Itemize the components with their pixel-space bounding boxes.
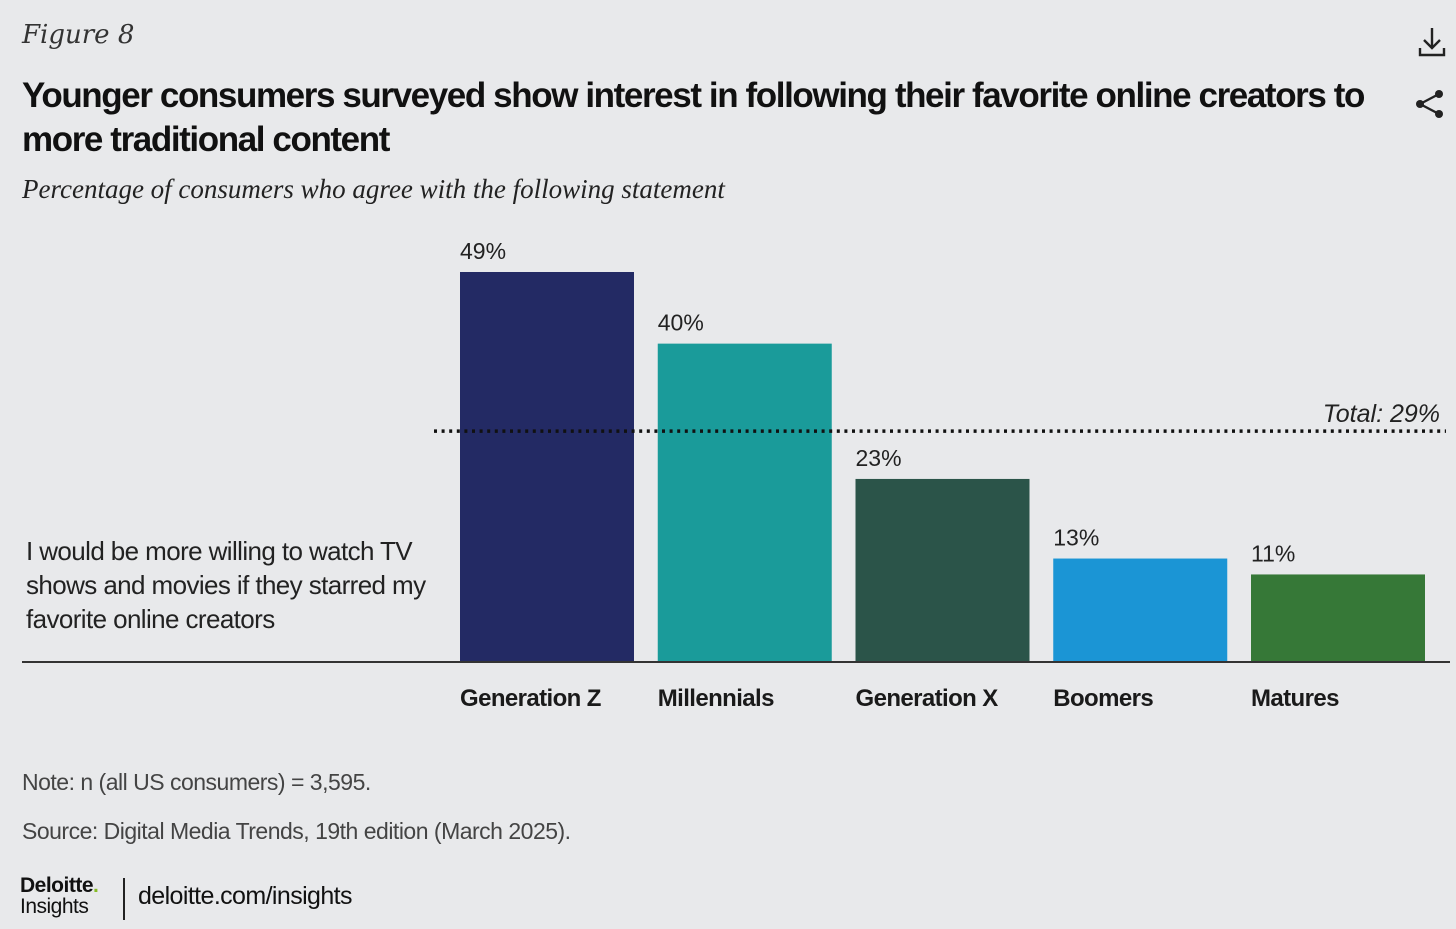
bars-layer	[460, 272, 1425, 662]
category-label: Generation X	[856, 685, 999, 712]
value-label: 23%	[856, 445, 902, 471]
category-label: Boomers	[1053, 685, 1153, 712]
category-label: Generation Z	[460, 685, 601, 712]
brand-divider	[123, 878, 125, 920]
brand-logo: Deloitte. Insights	[20, 874, 99, 918]
statement-text: I would be more willing to watch TV show…	[26, 536, 426, 634]
total-reference-label: Total: 29%	[1323, 400, 1440, 428]
chart-subtitle: Percentage of consumers who agree with t…	[22, 174, 725, 204]
brand-sub: Insights	[20, 895, 89, 918]
value-label: 49%	[460, 238, 506, 264]
value-label: 11%	[1251, 540, 1295, 566]
brand-url[interactable]: deloitte.com/insights	[138, 882, 353, 910]
brand-dot: .	[93, 874, 99, 897]
bar-matures	[1251, 574, 1425, 662]
source-text: Source: Digital Media Trends, 19th editi…	[22, 818, 571, 844]
share-icon[interactable]	[1412, 86, 1448, 122]
bar-generation-z	[460, 272, 634, 662]
bar-millennials	[657, 343, 832, 662]
category-label: Millennials	[658, 685, 774, 712]
value-label: 13%	[1053, 525, 1099, 551]
value-label: 40%	[658, 310, 704, 336]
bar-generation-x	[855, 478, 1030, 662]
download-icon[interactable]	[1414, 24, 1450, 60]
category-label: Matures	[1251, 685, 1339, 712]
brand-name: Deloitte	[20, 874, 94, 897]
bar-boomers	[1053, 558, 1228, 662]
figure-label: Figure 8	[22, 20, 135, 50]
note-text: Note: n (all US consumers) = 3,595.	[22, 769, 371, 795]
labels-layer: 49% Generation Z 40% Millennials 23% Generati…	[460, 238, 1340, 712]
chart-title: Younger consumers surveyed show interest…	[22, 76, 1365, 159]
